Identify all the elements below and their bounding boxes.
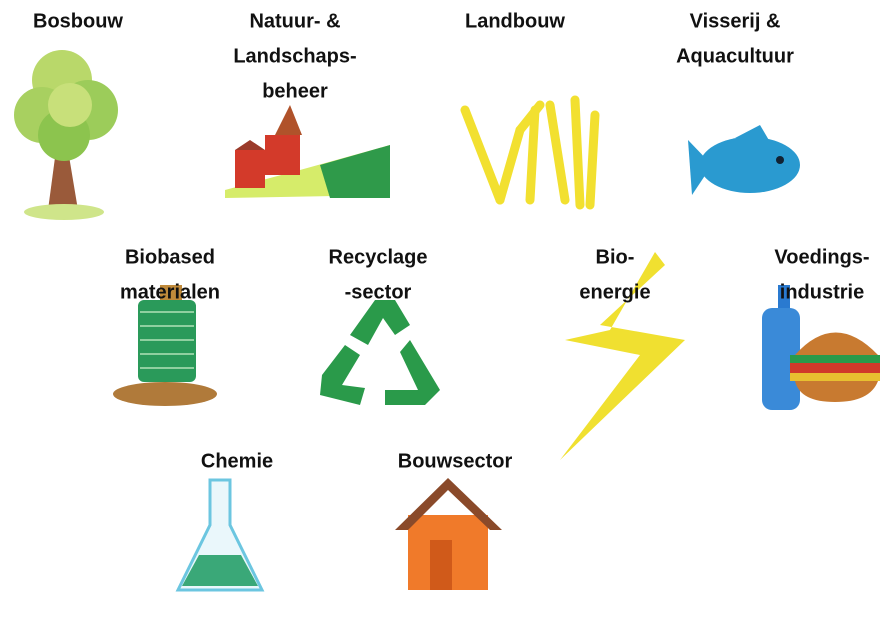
- sector-label: materialen: [120, 281, 220, 303]
- sector-label: Landschaps-: [233, 45, 356, 67]
- sector-label: Aquacultuur: [676, 45, 794, 67]
- sector-label: Chemie: [201, 450, 273, 472]
- sector-label: Visserij &: [690, 10, 781, 32]
- sector-overview: Bosbouw Natuur- & Landschaps-beheer Landbou…: [0, 0, 884, 629]
- sector-label: Recyclage: [329, 246, 428, 268]
- sector-label: Bosbouw: [33, 10, 123, 32]
- sector-label: Bio-: [596, 246, 635, 268]
- sector-label: Landbouw: [465, 10, 565, 32]
- tree-icon: [14, 50, 118, 220]
- wheat-icon: [465, 100, 595, 205]
- house-icon: [395, 478, 502, 590]
- sector-label: Bouwsector: [398, 450, 513, 472]
- sector-label: Biobased: [125, 246, 215, 268]
- sector-label: beheer: [262, 80, 328, 102]
- recycle-icon: [320, 300, 440, 405]
- sector-label: Natuur- &: [249, 10, 340, 32]
- landscape-icon: [225, 105, 390, 198]
- sector-label: -sector: [345, 281, 412, 303]
- fish-icon: [688, 125, 800, 195]
- sector-label: energie: [579, 281, 650, 303]
- food-icon: [762, 285, 880, 410]
- sector-label: industrie: [780, 281, 864, 303]
- sector-label: Voedings-: [774, 246, 869, 268]
- flask-icon: [178, 480, 262, 590]
